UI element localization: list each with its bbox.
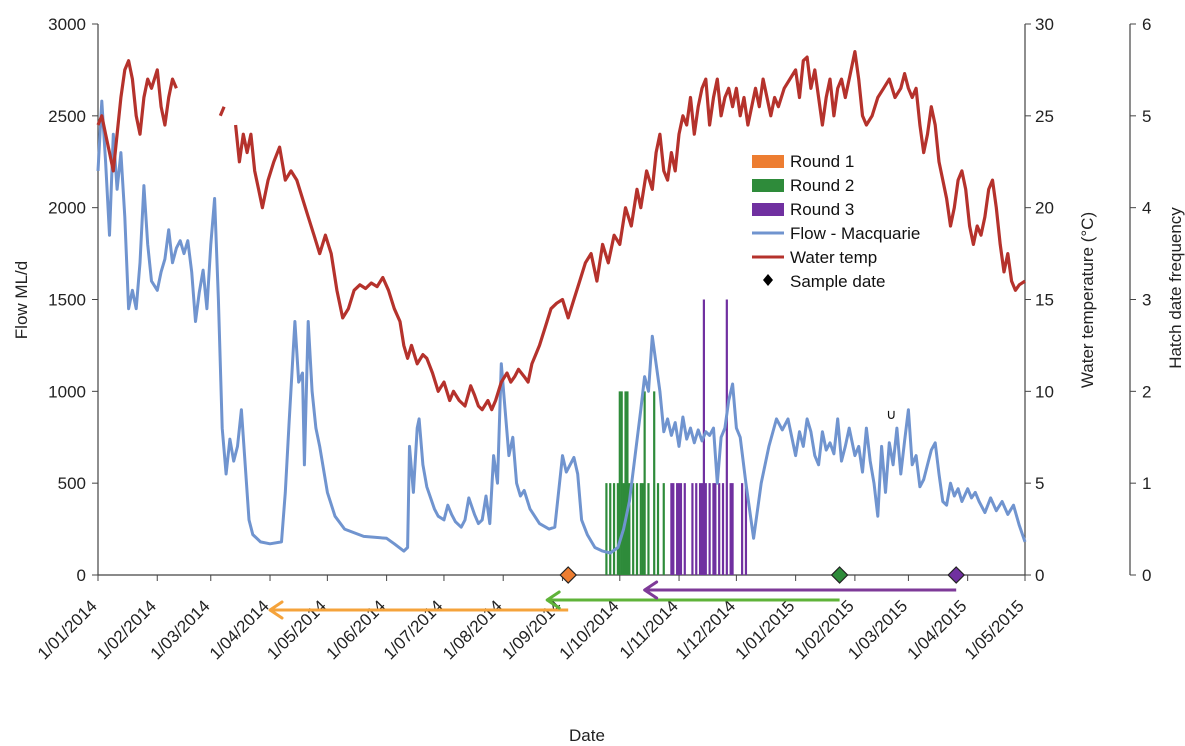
y-right1-tick-label: 0 bbox=[1035, 566, 1044, 585]
legend-label-flow: Flow - Macquarie bbox=[790, 224, 920, 243]
water-temp-line-segment-2 bbox=[218, 106, 226, 117]
legend-label-round-3: Round 3 bbox=[790, 200, 854, 219]
y-right1-tick-label: 20 bbox=[1035, 199, 1054, 218]
y-right1-tick-label: 5 bbox=[1035, 474, 1044, 493]
water-temp-series: ∪ bbox=[96, 49, 1026, 423]
y-right2-tick-label: 4 bbox=[1142, 199, 1151, 218]
x-axis-title: Date bbox=[569, 726, 605, 745]
y-right2-tick-label: 5 bbox=[1142, 107, 1151, 126]
y-right2-tick-label: 3 bbox=[1142, 291, 1151, 310]
y-left-tick-label: 2500 bbox=[48, 107, 86, 126]
y-right2-tick-label: 0 bbox=[1142, 566, 1151, 585]
y-left-tick-label: 2000 bbox=[48, 199, 86, 218]
y-right2-title: Hatch date frequency bbox=[1166, 207, 1185, 369]
legend-label-water-temp: Water temp bbox=[790, 248, 877, 267]
range-arrow-head-3 bbox=[643, 580, 659, 600]
sample-date-marker-round-2 bbox=[830, 566, 849, 584]
x-tick-label: 1/07/2014 bbox=[380, 596, 447, 663]
y-left-tick-label: 0 bbox=[77, 566, 86, 585]
annotation-glyph: ∪ bbox=[886, 407, 896, 423]
y-right1-title: Water temperature (°C) bbox=[1078, 212, 1097, 388]
y-left-tick-label: 1500 bbox=[48, 291, 86, 310]
y-right1-tick-label: 30 bbox=[1035, 15, 1054, 34]
y-right2-tick-label: 6 bbox=[1142, 15, 1151, 34]
x-tick-label: 1/10/2014 bbox=[556, 596, 623, 663]
x-tick-label: 1/01/2015 bbox=[732, 596, 799, 663]
x-tick-label: 1/08/2014 bbox=[439, 596, 506, 663]
sample-date-marker-round-1 bbox=[559, 566, 578, 584]
y-left-tick-label: 3000 bbox=[48, 15, 86, 34]
x-tick-label: 1/06/2014 bbox=[323, 596, 390, 663]
date-range-arrows bbox=[268, 580, 957, 620]
flow-series bbox=[96, 99, 1027, 555]
legend-label-sample-date: Sample date bbox=[790, 272, 885, 291]
range-arrow-head-1 bbox=[268, 600, 284, 620]
x-tick-label: 1/11/2014 bbox=[616, 596, 682, 662]
x-tick-label: 1/04/2014 bbox=[206, 596, 273, 663]
y-right2-tick-label: 1 bbox=[1142, 474, 1151, 493]
y-left-tick-label: 500 bbox=[58, 474, 86, 493]
range-arrow-head-2 bbox=[545, 590, 561, 610]
y-right1-tick-label: 25 bbox=[1035, 107, 1054, 126]
axes-layer: 0 500 1000 1500 2000 2500 3000 0 5 10 15 20 25 30 0 1 2 3… bbox=[34, 15, 1152, 663]
x-tick-label: 1/03/2014 bbox=[147, 596, 214, 663]
sample-date-marker-round-3 bbox=[947, 566, 966, 584]
legend-label-round-1: Round 1 bbox=[790, 152, 854, 171]
legend-swatch-round-3 bbox=[752, 203, 784, 216]
y-right2-tick-label: 2 bbox=[1142, 382, 1151, 401]
water-temp-line-segment-1 bbox=[96, 59, 178, 173]
x-tick-label: 1/05/2015 bbox=[961, 596, 1028, 663]
x-tick-label: 1/03/2015 bbox=[844, 596, 911, 663]
x-tick-label: 1/04/2015 bbox=[904, 596, 971, 663]
legend-swatch-round-1 bbox=[752, 155, 784, 168]
x-tick-label: 1/01/2014 bbox=[34, 596, 101, 663]
y-left-title: Flow ML/d bbox=[12, 261, 31, 339]
y-left-tick-label: 1000 bbox=[48, 382, 86, 401]
legend-swatch-round-2 bbox=[752, 179, 784, 192]
water-temp-line-segment-3 bbox=[234, 49, 1026, 412]
sample-markers bbox=[559, 566, 966, 584]
legend-label-round-2: Round 2 bbox=[790, 176, 854, 195]
x-tick-label: 1/12/2014 bbox=[672, 596, 739, 663]
legend: Round 1 Round 2 Round 3 Flow - Macquarie… bbox=[752, 152, 920, 291]
y-right1-tick-label: 15 bbox=[1035, 291, 1054, 310]
y-right1-tick-label: 10 bbox=[1035, 382, 1054, 401]
flow-line bbox=[96, 99, 1027, 555]
legend-swatch-sample-date bbox=[763, 274, 773, 286]
